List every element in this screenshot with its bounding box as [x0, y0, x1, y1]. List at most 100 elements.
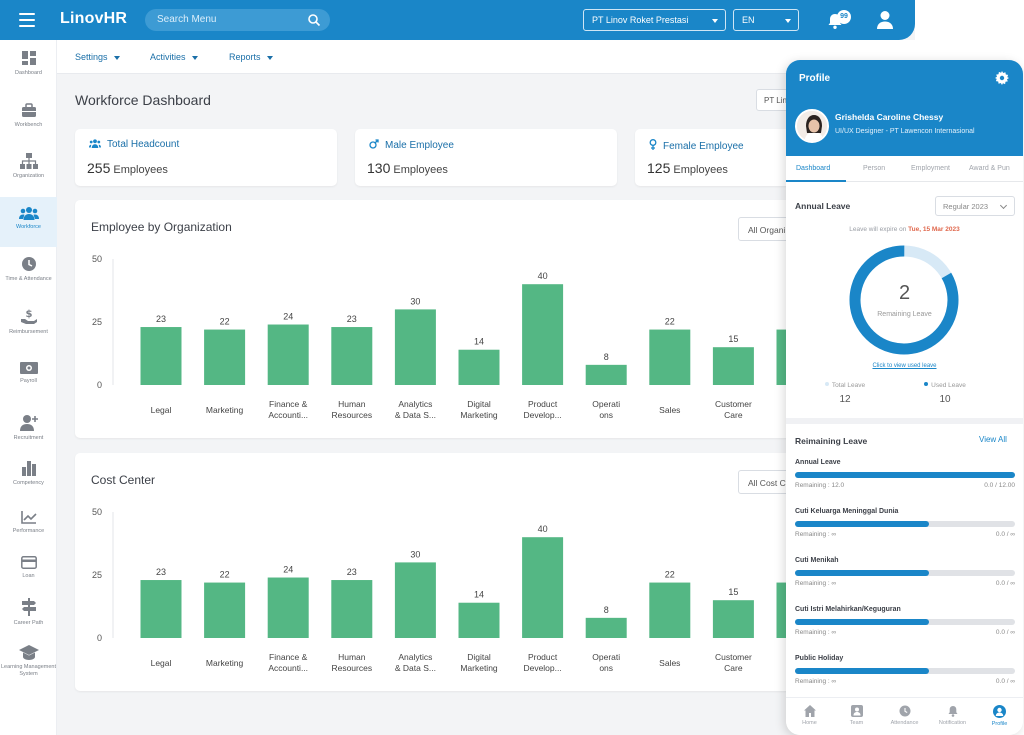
- profile-icon: [993, 705, 1006, 718]
- search-input[interactable]: Search Menu: [145, 9, 330, 31]
- female-employee-card: Female Employee 125 Employees: [635, 129, 815, 186]
- leave-item[interactable]: Cuti Keluarga Meninggal Dunia Remaining …: [795, 508, 1015, 540]
- tab-person[interactable]: Person: [863, 165, 886, 172]
- tab-dashboard[interactable]: Dashboard: [796, 165, 831, 172]
- sidebar-item-time-attendance[interactable]: Time & Attendance: [0, 256, 57, 296]
- leave-item[interactable]: Public Holiday Remaining : ∞ 0.0 / ∞: [795, 655, 1015, 687]
- sidebar-item-workforce[interactable]: Workforce: [0, 197, 57, 247]
- leave-item[interactable]: Annual Leave Remaining : 12.0 0.0 / 12.00: [795, 459, 1015, 491]
- remaining-leave-title: Reimaining Leave: [795, 436, 868, 446]
- nav-home[interactable]: Home: [786, 705, 833, 726]
- female-icon: [649, 139, 657, 150]
- bell-icon: [948, 706, 957, 717]
- sidebar-item-career-path[interactable]: Career Path: [0, 598, 57, 642]
- leave-item[interactable]: Cuti Istri Melahirkan/Keguguran Remainin…: [795, 606, 1015, 638]
- sidebar-item-performance[interactable]: Performance: [0, 510, 57, 548]
- group-icon: [89, 139, 101, 148]
- app-logo[interactable]: LinovHR: [60, 10, 128, 27]
- leave-item[interactable]: Cuti Menikah Remaining : ∞ 0.0 / ∞: [795, 557, 1015, 589]
- category-label: Develop...: [523, 663, 561, 673]
- sidebar-item-recruitment[interactable]: Recruitment: [0, 414, 57, 452]
- language-select[interactable]: EN: [733, 9, 799, 31]
- menu-reports[interactable]: Reports: [229, 52, 273, 62]
- sidebar-item-organization[interactable]: Organization: [0, 153, 57, 193]
- bar: [267, 577, 309, 638]
- male-icon: [369, 139, 379, 149]
- category-label: Operati: [592, 399, 620, 409]
- sidebar-item-learning-management[interactable]: Learning Management System: [0, 645, 57, 695]
- nav-attendance-label: Attendance: [890, 720, 919, 726]
- leave-quota-text: 0.0 / ∞: [995, 629, 1015, 636]
- search-icon[interactable]: [307, 13, 321, 27]
- category-label: Product: [528, 652, 558, 662]
- total-headcount-card: Total Headcount 255 Employees: [75, 129, 337, 186]
- sidebar-item-workbench[interactable]: Workbench: [0, 103, 57, 143]
- data-label: 22: [220, 570, 230, 580]
- sidebar-item-payroll[interactable]: Payroll: [0, 362, 57, 398]
- category-label: Sales: [659, 658, 680, 668]
- trend-icon: [20, 511, 37, 524]
- cash-icon: [19, 362, 38, 374]
- leave-progress-bar: [795, 570, 1015, 576]
- avatar[interactable]: [795, 109, 829, 143]
- nav-team[interactable]: Team: [833, 705, 880, 726]
- sidebar-item-competency[interactable]: Competency: [0, 460, 57, 500]
- bottom-navigation: Home Team Attendance Notification Profil…: [786, 697, 1023, 735]
- card-value: 255 Employees: [87, 160, 168, 176]
- sidebar-item-label: Workbench: [14, 122, 43, 128]
- category-label: Digital: [467, 399, 491, 409]
- card-value-number: 255: [87, 160, 111, 176]
- category-label: Marketing: [460, 410, 498, 420]
- leave-period-select[interactable]: Regular 2023: [935, 196, 1015, 216]
- view-all-link[interactable]: View All: [979, 435, 1007, 444]
- y-tick-label: 25: [92, 570, 102, 580]
- data-label: 8: [604, 605, 609, 615]
- menu-activities[interactable]: Activities: [150, 52, 198, 62]
- category-label: Accounti...: [268, 410, 308, 420]
- leave-progress-bar: [795, 668, 1015, 674]
- nav-notification[interactable]: Notification: [929, 705, 976, 726]
- menu-settings[interactable]: Settings: [75, 52, 120, 62]
- card-title: Female Employee: [649, 139, 744, 152]
- sidebar-item-dashboard[interactable]: Dashboard: [0, 50, 57, 92]
- sidebar-item-label: Reimbursement: [9, 329, 48, 335]
- nav-profile[interactable]: Profile: [976, 705, 1023, 727]
- sidebar-item-reimbursement[interactable]: $ Reimbursement: [0, 308, 57, 348]
- category-label: Care: [724, 663, 743, 673]
- leave-item-name: Annual Leave: [795, 459, 841, 466]
- category-label: Finance &: [269, 399, 308, 409]
- data-label: 24: [283, 312, 293, 322]
- leave-progress-bar: [795, 472, 1015, 478]
- clock-icon: [21, 257, 36, 271]
- sidebar-item-loan[interactable]: Loan: [0, 556, 57, 594]
- company-select[interactable]: PT Linov Roket Prestasi: [583, 9, 726, 31]
- leave-expire-date: Tue, 15 Mar 2023: [908, 226, 960, 233]
- company-filter-value: PT Lin: [764, 96, 787, 105]
- used-leave-label: Used Leave: [931, 382, 966, 389]
- top-bar: LinovHR Search Menu PT Linov Roket Prest…: [0, 0, 915, 40]
- cost-center-filter-select[interactable]: All Cost C: [738, 470, 815, 494]
- leave-quota-text: 0.0 / ∞: [995, 531, 1015, 538]
- y-tick-label: 50: [92, 507, 102, 517]
- card-title-label: Male Employee: [385, 140, 454, 151]
- view-used-leave-link[interactable]: Click to view used leave: [872, 363, 937, 369]
- nav-attendance[interactable]: Attendance: [881, 705, 928, 726]
- chevron-down-icon: [712, 19, 718, 23]
- data-label: 23: [347, 314, 357, 324]
- avatar-image: [797, 111, 827, 141]
- data-label: 30: [410, 296, 420, 306]
- user-icon[interactable]: [876, 10, 894, 30]
- hamburger-menu-icon[interactable]: [19, 13, 35, 27]
- leave-remaining-text: Remaining : ∞: [795, 531, 837, 538]
- card-value: 125 Employees: [647, 160, 728, 176]
- leave-quota-text: 0.0 / 12.00: [984, 482, 1015, 489]
- organization-filter-select[interactable]: All Organi: [738, 217, 815, 241]
- gear-icon[interactable]: [995, 71, 1009, 85]
- tab-employment[interactable]: Employment: [911, 165, 950, 172]
- sidebar-item-label: Payroll: [20, 378, 37, 384]
- profile-name: Grishelda Caroline Chessy: [835, 112, 944, 122]
- tab-award-punishment[interactable]: Award & Pun: [969, 165, 1010, 172]
- panel-title: Cost Center: [91, 473, 156, 487]
- category-label: Care: [724, 410, 743, 420]
- total-leave-dot: [824, 382, 829, 386]
